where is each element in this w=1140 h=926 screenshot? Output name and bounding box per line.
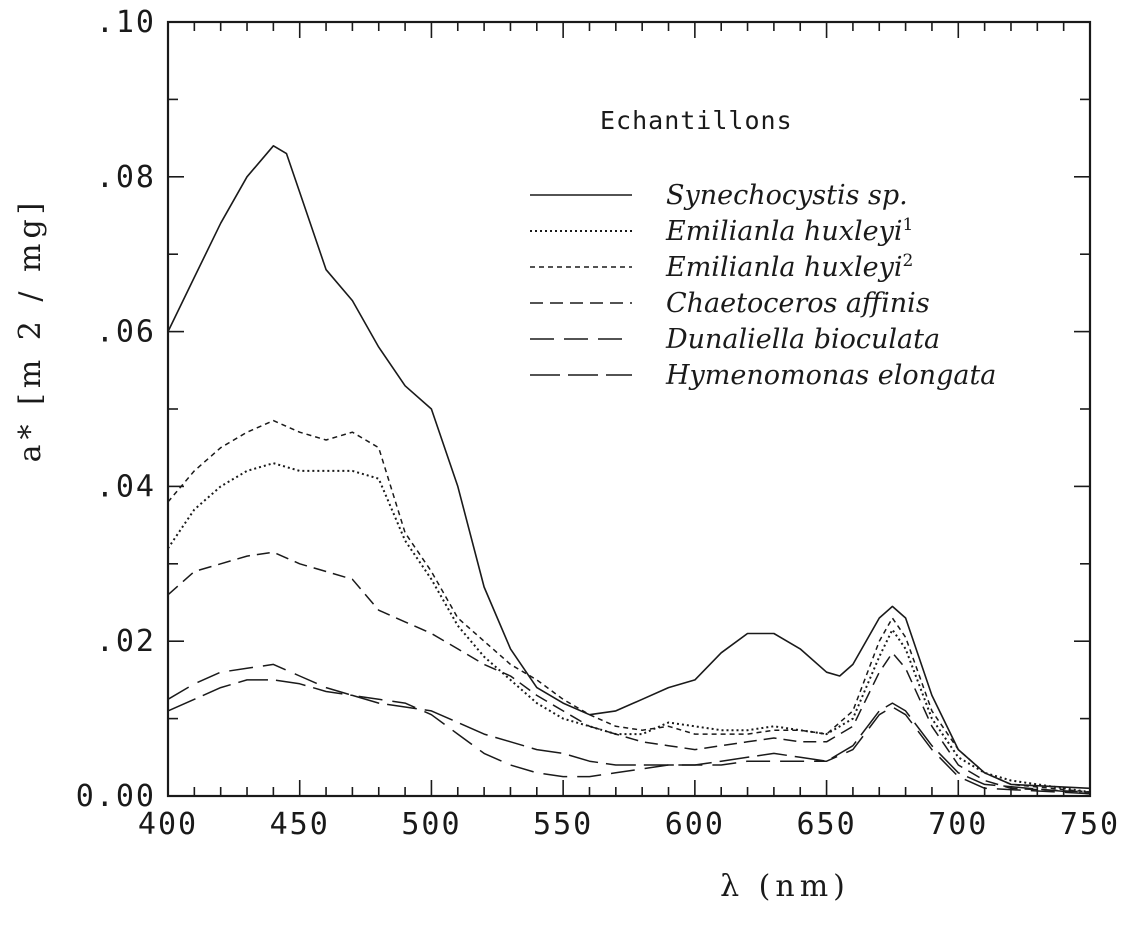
y-tick-label: .02	[96, 624, 156, 659]
y-tick-label: .04	[96, 469, 156, 504]
y-tick-label: .10	[96, 5, 156, 40]
series-line-4	[167, 551, 1091, 793]
x-axis-title: λ (nm)	[720, 869, 850, 904]
legend-superscript: 1	[903, 215, 914, 235]
x-tick-label: 550	[533, 807, 593, 842]
series-line-6	[167, 679, 1091, 795]
legend-label: Hymenomonas elongata	[665, 360, 996, 391]
y-axis-title: a* [m 2 / mg]	[13, 198, 48, 463]
legend-label: Emilianla huxleyi2	[665, 251, 913, 283]
x-tick-label: 400	[138, 807, 198, 842]
legend-label: Dunaliella bioculata	[665, 324, 940, 355]
series-line-5	[167, 663, 1091, 795]
legend-superscript: 2	[903, 251, 914, 271]
x-tick-label: 650	[796, 807, 856, 842]
x-tick-label: 750	[1060, 807, 1120, 842]
y-tick-label: 0.00	[76, 779, 156, 814]
x-tick-label: 450	[270, 807, 330, 842]
series-line-3	[167, 419, 1091, 793]
plot-frame	[166, 20, 1092, 798]
y-tick-label: .06	[96, 315, 156, 350]
series-line-2	[167, 462, 1091, 794]
x-tick-label: 700	[928, 807, 988, 842]
legend-label: Chaetoceros affinis	[666, 288, 930, 319]
legend-title: Echantillons	[600, 106, 793, 135]
legend-label: Emilianla huxleyi1	[665, 215, 913, 247]
y-tick-label: .08	[96, 160, 156, 195]
x-tick-label: 500	[401, 807, 461, 842]
x-tick-label: 600	[665, 807, 725, 842]
series-line-1	[167, 145, 1091, 790]
legend-label: Synechocystis sp.	[666, 180, 908, 211]
